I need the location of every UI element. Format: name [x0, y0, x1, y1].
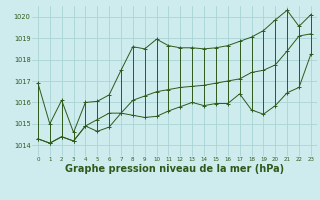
X-axis label: Graphe pression niveau de la mer (hPa): Graphe pression niveau de la mer (hPa)	[65, 164, 284, 174]
